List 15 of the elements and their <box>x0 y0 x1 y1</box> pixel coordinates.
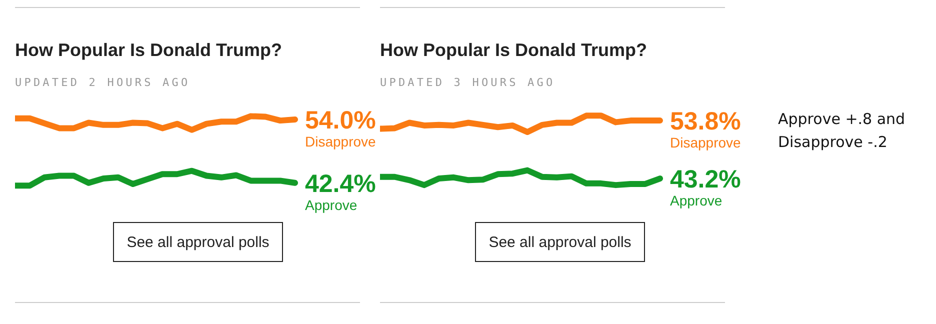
series-label: Approve <box>305 196 358 213</box>
text: See all approval polls <box>475 222 645 262</box>
data-label: 54.0% <box>305 106 376 134</box>
chart-subtitle: UPDATED 2 HOURS AGO <box>15 76 190 89</box>
data-label: 53.8% <box>670 108 741 136</box>
series-label: Approve <box>670 192 722 209</box>
chart-subtitle: UPDATED 3 HOURS AGO <box>380 76 556 89</box>
chart-title: How Popular Is Donald Trump? <box>380 40 648 61</box>
series-label: Disapprove <box>305 133 376 150</box>
text: See all approval polls <box>113 222 283 262</box>
series-label: Disapprove <box>670 134 742 151</box>
data-label: 42.4% <box>305 170 376 198</box>
data-label: 43.2% <box>670 166 741 194</box>
text: Approve +.8 and Disapprove -.2 <box>778 109 906 153</box>
chart-title: How Popular Is Donald Trump? <box>15 40 282 61</box>
